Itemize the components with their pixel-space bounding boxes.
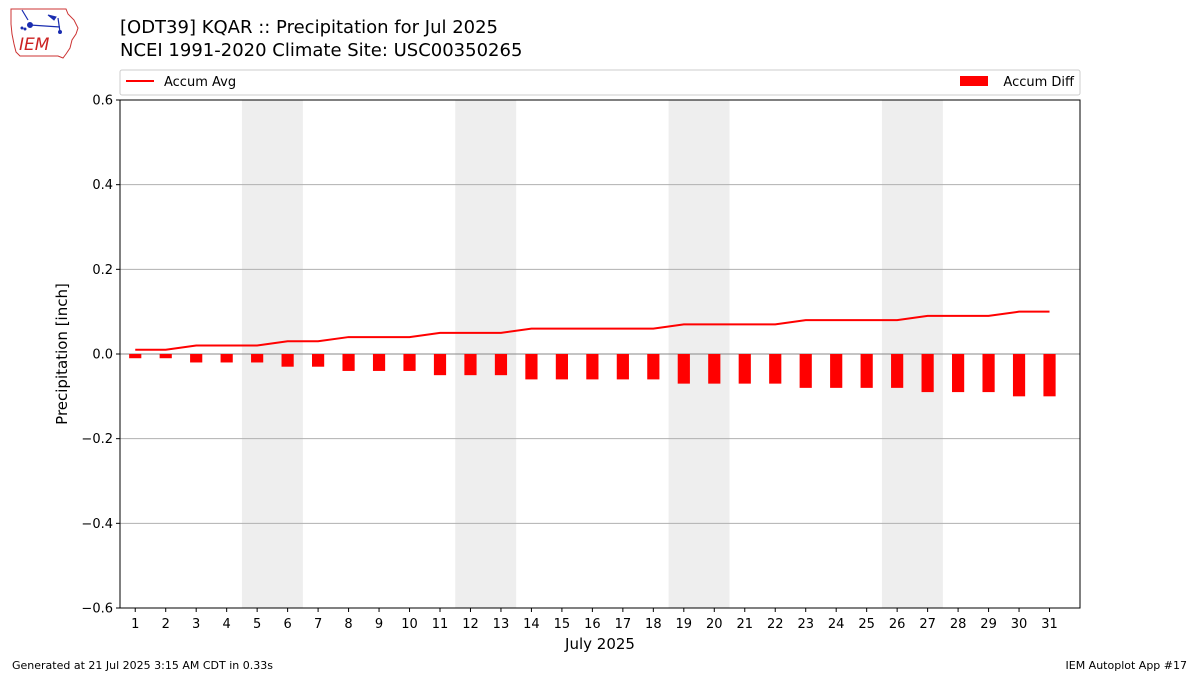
x-tick-label: 11 xyxy=(432,617,449,632)
y-axis: −0.6 −0.4 −0.2 0.0 0.2 0.4 0.6 xyxy=(81,94,120,617)
x-tick-label: 1 xyxy=(131,617,139,632)
bar-day-20 xyxy=(708,354,721,384)
x-axis: 1 2 3 4 5 6 7 8 9 10 11 12 13 14 15 16 17 18 19 20 21 22 23 24 2… xyxy=(131,608,1058,632)
x-axis-label: July 2025 xyxy=(564,635,635,653)
x-tick-label: 31 xyxy=(1041,617,1058,632)
bar-day-2 xyxy=(159,354,172,359)
bar-day-3 xyxy=(190,354,203,363)
y-tick-label: 0.0 xyxy=(92,348,113,363)
x-tick-label: 18 xyxy=(645,617,662,632)
bar-day-24 xyxy=(830,354,843,388)
accum-diff-bars xyxy=(129,354,1056,397)
x-tick-label: 3 xyxy=(192,617,200,632)
x-tick-label: 22 xyxy=(767,617,784,632)
bar-day-13 xyxy=(494,354,508,376)
y-tick-label: 0.4 xyxy=(92,178,113,193)
x-tick-label: 6 xyxy=(283,617,291,632)
y-tick-label: −0.6 xyxy=(81,602,113,617)
x-tick-label: 28 xyxy=(950,617,967,632)
bar-day-30 xyxy=(1012,354,1026,397)
x-tick-label: 7 xyxy=(314,617,322,632)
x-tick-label: 27 xyxy=(919,617,936,632)
bar-day-6 xyxy=(281,354,294,367)
x-tick-label: 8 xyxy=(344,617,352,632)
y-tick-label: 0.6 xyxy=(92,94,113,109)
chart-subtitle: NCEI 1991-2020 Climate Site: USC00350265 xyxy=(120,40,523,61)
x-tick-label: 16 xyxy=(584,617,601,632)
x-tick-label: 9 xyxy=(375,617,383,632)
x-tick-label: 29 xyxy=(980,617,997,632)
chart-title: [ODT39] KQAR :: Precipitation for Jul 20… xyxy=(120,17,499,38)
bar-day-7 xyxy=(312,354,325,367)
x-tick-label: 5 xyxy=(253,617,261,632)
x-tick-label: 13 xyxy=(493,617,510,632)
legend-swatch-accum-diff xyxy=(960,76,988,86)
x-tick-label: 12 xyxy=(462,617,479,632)
bar-day-27 xyxy=(921,354,934,393)
bar-day-11 xyxy=(433,354,447,376)
bar-day-23 xyxy=(799,354,812,388)
x-tick-label: 17 xyxy=(615,617,632,632)
x-tick-label: 30 xyxy=(1011,617,1028,632)
bar-day-1 xyxy=(129,354,142,359)
x-tick-label: 14 xyxy=(523,617,540,632)
bar-day-5 xyxy=(251,354,264,363)
bar-day-22 xyxy=(769,354,782,384)
iowa-outline-shape xyxy=(10,8,79,59)
bar-day-31 xyxy=(1043,354,1056,397)
x-tick-label: 4 xyxy=(223,617,231,632)
y-tick-label: 0.2 xyxy=(92,263,113,278)
x-tick-label: 15 xyxy=(554,617,571,632)
x-tick-label: 10 xyxy=(401,617,418,632)
bar-day-29 xyxy=(982,354,995,393)
x-tick-label: 19 xyxy=(676,617,693,632)
generated-timestamp: Generated at 21 Jul 2025 3:15 AM CDT in … xyxy=(12,659,273,672)
weather-station-icon xyxy=(20,9,62,34)
legend-label-accum-diff: Accum Diff xyxy=(1003,75,1075,90)
legend-label-accum-avg: Accum Avg xyxy=(164,75,236,90)
x-tick-label: 23 xyxy=(797,617,814,632)
x-tick-label: 20 xyxy=(706,617,723,632)
bar-day-10 xyxy=(403,354,416,371)
bar-day-28 xyxy=(952,354,965,393)
x-tick-label: 25 xyxy=(858,617,875,632)
legend-box xyxy=(119,69,1081,96)
bar-day-17 xyxy=(616,354,629,380)
bar-day-9 xyxy=(372,354,386,371)
bar-day-12 xyxy=(464,354,477,376)
bar-day-25 xyxy=(860,354,873,388)
accum-avg-series xyxy=(135,310,1050,351)
legend: Accum Avg Accum Diff xyxy=(119,69,1081,96)
bar-day-21 xyxy=(738,354,751,384)
app-credit: IEM Autoplot App #17 xyxy=(1065,659,1188,672)
x-tick-label: 21 xyxy=(736,617,753,632)
y-tick-label: −0.2 xyxy=(81,432,113,447)
logo-text: IEM xyxy=(19,35,50,55)
x-tick-label: 24 xyxy=(828,617,845,632)
bar-day-19 xyxy=(677,354,690,384)
bar-day-16 xyxy=(586,354,599,380)
y-axis-label: Precipitation [inch] xyxy=(53,283,71,425)
bar-day-14 xyxy=(525,354,538,380)
x-tick-label: 2 xyxy=(162,617,170,632)
bar-day-26 xyxy=(891,354,904,388)
bar-day-8 xyxy=(342,354,355,371)
iem-logo: IEM xyxy=(10,8,79,59)
bar-day-15 xyxy=(555,354,568,380)
bar-day-18 xyxy=(647,354,660,380)
bar-day-4 xyxy=(220,354,233,363)
y-tick-label: −0.4 xyxy=(81,517,113,532)
x-tick-label: 26 xyxy=(889,617,906,632)
